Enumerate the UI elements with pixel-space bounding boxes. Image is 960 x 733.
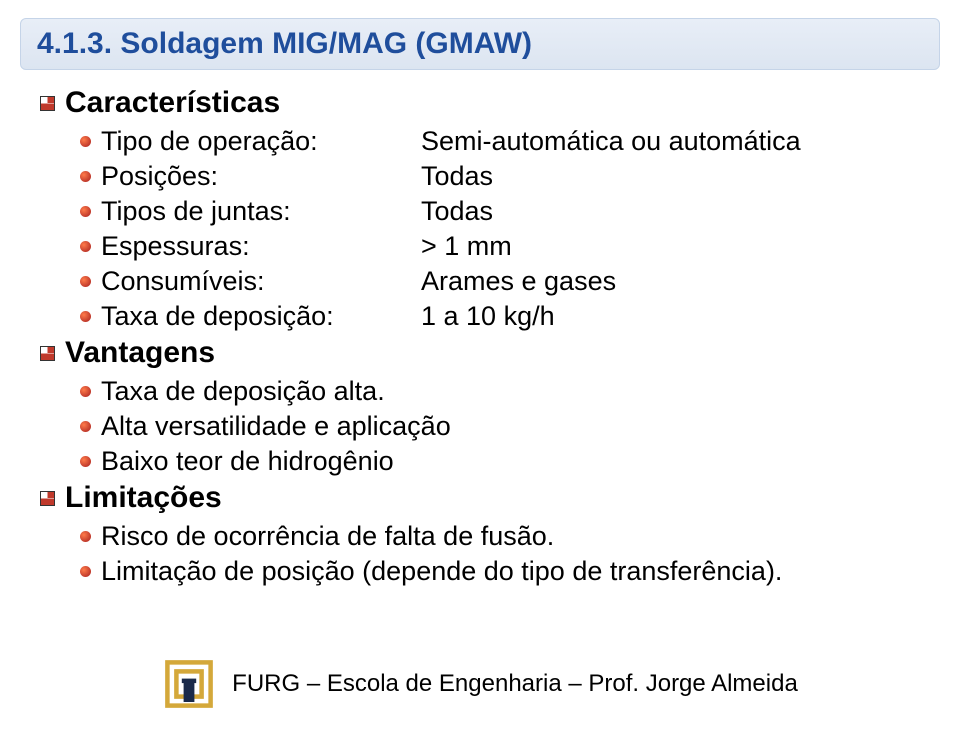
- dot-bullet-icon: [80, 531, 91, 542]
- char-item: Taxa de deposição: 1 a 10 kg/h: [80, 301, 920, 332]
- char-label: Taxa de deposição:: [101, 301, 421, 332]
- char-label: Posições:: [101, 161, 421, 192]
- adv-item: Taxa de deposição alta.: [80, 376, 920, 407]
- char-value: Todas: [421, 196, 493, 227]
- square-bullet-icon: [40, 491, 55, 506]
- char-label: Tipo de operação:: [101, 126, 421, 157]
- adv-text: Taxa de deposição alta.: [101, 376, 385, 407]
- dot-bullet-icon: [80, 171, 91, 182]
- square-bullet-icon: [40, 96, 55, 111]
- lim-text: Risco de ocorrência de falta de fusão.: [101, 521, 554, 552]
- char-value: > 1 mm: [421, 231, 512, 262]
- char-label: Consumíveis:: [101, 266, 421, 297]
- dot-bullet-icon: [80, 566, 91, 577]
- section-advantages: Vantagens: [40, 336, 920, 370]
- slide-title: 4.1.3. Soldagem MIG/MAG (GMAW): [37, 27, 532, 60]
- adv-item: Alta versatilidade e aplicação: [80, 411, 920, 442]
- char-item: Tipo de operação: Semi-automática ou aut…: [80, 126, 920, 157]
- heading-limitations: Limitações: [65, 481, 222, 515]
- lim-item: Limitação de posição (depende do tipo de…: [80, 556, 920, 587]
- square-bullet-icon: [40, 346, 55, 361]
- footer: FURG – Escola de Engenharia – Prof. Jorg…: [0, 657, 960, 711]
- furg-logo-icon: [162, 657, 216, 711]
- lim-item: Risco de ocorrência de falta de fusão.: [80, 521, 920, 552]
- char-label: Tipos de juntas:: [101, 196, 421, 227]
- title-bar: 4.1.3. Soldagem MIG/MAG (GMAW): [20, 18, 940, 70]
- dot-bullet-icon: [80, 206, 91, 217]
- dot-bullet-icon: [80, 276, 91, 287]
- char-value: 1 a 10 kg/h: [421, 301, 555, 332]
- adv-item: Baixo teor de hidrogênio: [80, 446, 920, 477]
- char-item: Espessuras: > 1 mm: [80, 231, 920, 262]
- dot-bullet-icon: [80, 136, 91, 147]
- dot-bullet-icon: [80, 386, 91, 397]
- char-item: Posições: Todas: [80, 161, 920, 192]
- char-value: Arames e gases: [421, 266, 616, 297]
- char-item: Consumíveis: Arames e gases: [80, 266, 920, 297]
- dot-bullet-icon: [80, 456, 91, 467]
- footer-text: FURG – Escola de Engenharia – Prof. Jorg…: [232, 670, 798, 698]
- dot-bullet-icon: [80, 241, 91, 252]
- content-area: Características Tipo de operação: Semi-a…: [0, 80, 960, 587]
- adv-text: Baixo teor de hidrogênio: [101, 446, 394, 477]
- heading-characteristics: Características: [65, 86, 280, 120]
- section-characteristics: Características: [40, 86, 920, 120]
- char-value: Semi-automática ou automática: [421, 126, 801, 157]
- char-label: Espessuras:: [101, 231, 421, 262]
- char-value: Todas: [421, 161, 493, 192]
- section-limitations: Limitações: [40, 481, 920, 515]
- dot-bullet-icon: [80, 311, 91, 322]
- dot-bullet-icon: [80, 421, 91, 432]
- char-item: Tipos de juntas: Todas: [80, 196, 920, 227]
- adv-text: Alta versatilidade e aplicação: [101, 411, 451, 442]
- lim-text: Limitação de posição (depende do tipo de…: [101, 556, 782, 587]
- heading-advantages: Vantagens: [65, 336, 215, 370]
